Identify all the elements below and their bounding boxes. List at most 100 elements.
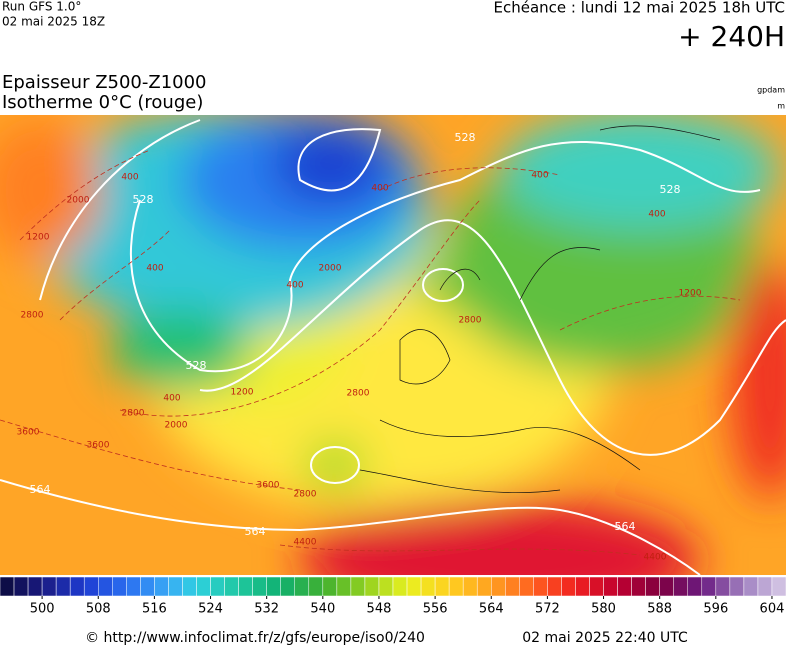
colorbar-swatch [448, 576, 464, 597]
colorbar-tick-label: 564 [479, 602, 504, 617]
colorbar-swatch [0, 576, 15, 597]
colorbar-swatch [673, 576, 689, 597]
colorbar-swatch [27, 576, 43, 597]
colorbar-swatch [645, 576, 660, 597]
iso0-label: 400 [163, 394, 180, 404]
colorbar-swatch [659, 576, 674, 597]
colorbar-swatch [126, 576, 141, 597]
colorbar-swatch [757, 576, 773, 597]
colorbar-swatch [69, 576, 85, 597]
colorbar-tick-label: 524 [198, 602, 223, 617]
iso0-label: 400 [146, 264, 163, 274]
title: Epaisseur Z500-Z1000 [2, 72, 207, 93]
colorbar-swatch [729, 576, 745, 597]
colorbar-swatch [252, 576, 267, 597]
colorbar-swatch [210, 576, 225, 597]
colorbar-swatch [547, 576, 562, 597]
iso0-label: 400 [648, 210, 665, 220]
colorbar-swatch [505, 576, 520, 597]
iso0-label: 2800 [294, 490, 317, 500]
colorbar-tick-label: 540 [310, 602, 335, 617]
colorbar-swatch [378, 576, 394, 597]
colorbar-swatch [266, 576, 281, 597]
valid-time: Echéance : lundi 12 mai 2025 18h UTC [494, 0, 786, 17]
iso0-label: 2000 [319, 264, 342, 274]
colorbar-swatch [112, 576, 127, 597]
colorbar-swatch [322, 576, 338, 597]
colorbar-swatch [533, 576, 548, 597]
iso0-label: 2000 [165, 421, 188, 431]
iso0-label: 3600 [257, 481, 280, 491]
colorbar-swatch [98, 576, 113, 597]
colorbar-tick-label: 588 [647, 602, 672, 617]
iso0-label: 1200 [231, 388, 254, 398]
thickness-label: 564 [245, 525, 266, 538]
iso0-label: 4400 [294, 538, 317, 548]
iso0-label: 400 [286, 281, 303, 291]
iso0-label: 400 [371, 184, 388, 194]
colorbar-swatch [462, 576, 478, 597]
thickness-label: 564 [30, 483, 51, 496]
colorbar-swatch [519, 576, 534, 597]
colorbar-swatch [589, 576, 604, 597]
colorbar-tick-label: 556 [423, 602, 448, 617]
subtitle: Isotherme 0°C (rouge) [2, 92, 203, 113]
colorbar-swatch [491, 576, 506, 597]
colorbar-swatch [13, 576, 29, 597]
colorbar-swatch [715, 576, 731, 597]
colorbar-swatch [701, 576, 717, 597]
unit: m [777, 102, 785, 111]
colorbar-swatch [687, 576, 703, 597]
iso0-label: 3600 [87, 441, 110, 451]
colorbar-swatch [294, 576, 310, 597]
iso0-label: 2800 [347, 389, 370, 399]
colorbar-swatch [55, 576, 71, 597]
iso0-label: 400 [121, 173, 138, 183]
thickness-label: 528 [455, 131, 476, 144]
thickness-label: 528 [660, 183, 681, 196]
colorbar-swatch [771, 576, 786, 597]
colorbar-swatch [154, 576, 169, 597]
iso0-label: 1200 [27, 233, 50, 243]
iso0-label: 2800 [21, 311, 44, 321]
init: 02 mai 2025 18Z [2, 15, 105, 29]
run: Run GFS 1.0° [2, 0, 81, 14]
thickness-label: 564 [615, 520, 636, 533]
generated-time: 02 mai 2025 22:40 UTC [522, 630, 688, 646]
colorbar-swatch [224, 576, 239, 597]
colorbar-swatch [561, 576, 576, 597]
colorbar-tick-label: 548 [367, 602, 392, 617]
source: © http://www.infoclimat.fr/z/gfs/europe/… [85, 630, 425, 646]
colorbar-swatch [336, 576, 352, 597]
colorbar-swatch [420, 576, 436, 597]
colorbar-swatch [308, 576, 324, 597]
iso0-label: 3600 [17, 428, 40, 438]
colorbar-swatch [392, 576, 408, 597]
colorbar-swatch [168, 576, 183, 597]
colorbar-tick-label: 500 [30, 602, 55, 617]
colorbar-tick-label: 572 [535, 602, 560, 617]
colorbar-swatch [182, 576, 197, 597]
iso0-label: 4400 [644, 553, 667, 563]
colorbar-tick-label: 604 [760, 602, 785, 617]
contour-labels: 528 528 528 528 564 564 564 400 400 400 400 400 400 4… [17, 131, 702, 563]
iso0-label: 400 [531, 171, 548, 181]
colorbar: 500 508 516 524 532 540 548 556 564 572 580 588 596 6… [0, 576, 786, 617]
colorbar-tick-label: 580 [591, 602, 616, 617]
iso0-label: 1200 [679, 289, 702, 299]
unit: gpdam [757, 86, 785, 95]
colorbar-swatch [350, 576, 366, 597]
thickness-label: 528 [133, 193, 154, 206]
colorbar-tick-label: 596 [703, 602, 728, 617]
colorbar-swatch [476, 576, 492, 597]
colorbar-swatch [41, 576, 57, 597]
iso0-label: 2800 [459, 316, 482, 326]
thickness-label: 528 [186, 359, 207, 372]
colorbar-swatch [406, 576, 422, 597]
colorbar-swatch [196, 576, 211, 597]
map [0, 115, 786, 575]
colorbar-tick-label: 532 [254, 602, 279, 617]
iso0-label: 2000 [67, 196, 90, 206]
